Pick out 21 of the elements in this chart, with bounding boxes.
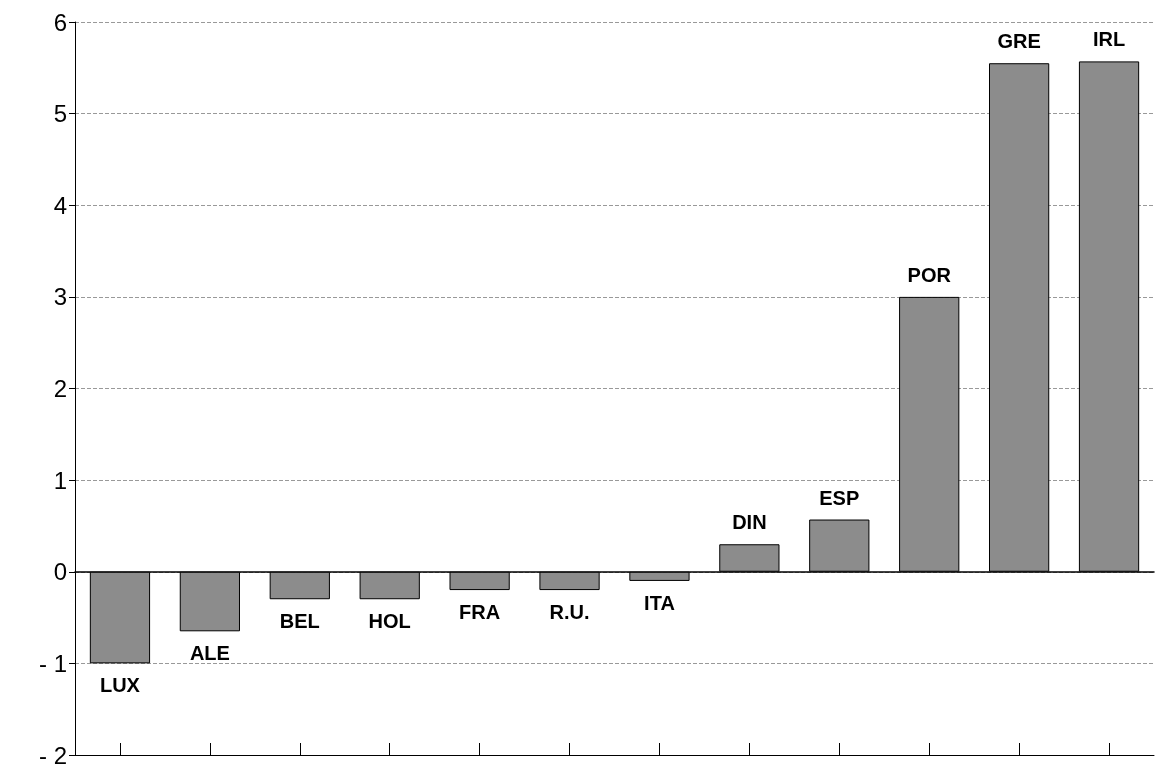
x-tick-label: FRA — [459, 601, 501, 624]
y-tick-label: 2 — [53, 375, 67, 402]
x-tick-label: DIN — [732, 511, 767, 534]
y-tick-label: 3 — [53, 283, 67, 311]
x-tick-label: ESP — [819, 486, 860, 509]
y-tick-label: 6 — [53, 8, 67, 36]
y-tick-label: - 1 — [38, 649, 67, 677]
y-tick-label: 4 — [53, 191, 67, 219]
x-tick-label: ALE — [189, 642, 230, 665]
y-tick-label: 5 — [53, 100, 67, 128]
x-tick-label: GRE — [997, 30, 1041, 53]
y-tick-label: 1 — [53, 466, 67, 494]
x-tick-label: IRL — [1092, 28, 1126, 51]
y-tick-label: 0 — [53, 558, 67, 586]
x-tick-label: HOL — [368, 610, 411, 633]
y-tick-label: - 2 — [38, 741, 67, 769]
x-tick-label: POR — [907, 263, 952, 286]
x-tick-label: BEL — [279, 610, 320, 633]
x-tick-label: ITA — [644, 591, 675, 614]
x-tick-label: R.U. — [549, 601, 590, 624]
x-tick-label: LUX — [99, 674, 141, 697]
